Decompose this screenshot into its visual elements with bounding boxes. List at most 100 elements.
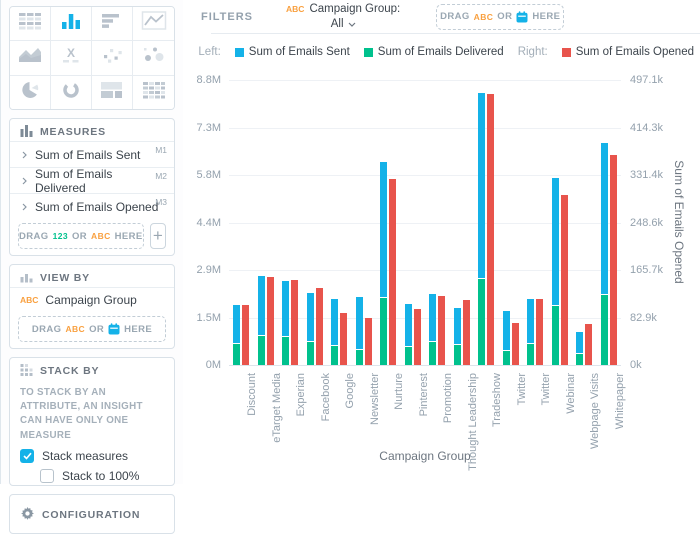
bar-opened[interactable] xyxy=(560,195,568,365)
legend-label: Sum of Emails Sent xyxy=(248,46,350,58)
vis-type-line-chart[interactable] xyxy=(133,7,174,42)
bar-opened[interactable] xyxy=(511,323,519,365)
vis-type-bubble-chart[interactable] xyxy=(133,41,174,76)
bar-opened[interactable] xyxy=(438,296,446,365)
bar-opened[interactable] xyxy=(487,94,495,365)
configuration-header[interactable]: CONFIGURATION xyxy=(10,495,174,527)
measure-item-opened[interactable]: Sum of Emails Opened M3 xyxy=(10,193,174,219)
vis-type-donut-chart[interactable] xyxy=(51,75,92,109)
bar-sent[interactable] xyxy=(551,178,559,305)
measures-icon xyxy=(20,124,33,140)
bar-sent[interactable] xyxy=(233,305,241,343)
x-axis-label: Newsletter xyxy=(368,373,381,425)
bar-opened[interactable] xyxy=(585,324,593,365)
bar-delivered[interactable] xyxy=(306,342,314,365)
bar-delivered[interactable] xyxy=(453,345,461,365)
bar-sent[interactable] xyxy=(331,299,339,345)
bar-opened[interactable] xyxy=(242,305,250,365)
measures-panel: MEASURES Sum of Emails Sent M1 Sum of Em… xyxy=(9,118,175,256)
bar-sent[interactable] xyxy=(306,293,314,341)
bar-opened[interactable] xyxy=(609,155,617,365)
bar-opened[interactable] xyxy=(315,288,323,365)
bar-sent[interactable] xyxy=(478,93,486,278)
x-axis-label: Google xyxy=(344,373,357,409)
bar-delivered[interactable] xyxy=(429,342,437,365)
stack-measures-option[interactable]: Stack measures xyxy=(10,445,174,465)
measure-item-sent[interactable]: Sum of Emails Sent M1 xyxy=(10,141,174,167)
vis-type-scatter-plot[interactable] xyxy=(92,41,133,76)
filters-drop-zone[interactable]: DRAG ABC OR HERE xyxy=(436,3,565,30)
bar-opened[interactable] xyxy=(340,313,348,365)
bar-delivered[interactable] xyxy=(331,346,339,365)
chevron-right-icon xyxy=(22,174,27,188)
right-axis-tick: 331.4k xyxy=(630,169,664,181)
bar-delivered[interactable] xyxy=(380,298,388,365)
bar-opened[interactable] xyxy=(413,309,421,365)
x-axis-label: Thought Leadership xyxy=(466,373,479,471)
measure-item-delivered[interactable]: Sum of Emails Delivered M2 xyxy=(10,167,174,195)
bar-sent[interactable] xyxy=(404,304,412,346)
bar-delivered[interactable] xyxy=(551,306,559,365)
stack-to-100-option[interactable]: Stack to 100% xyxy=(10,465,174,485)
bar-sent[interactable] xyxy=(453,308,461,344)
bar-delivered[interactable] xyxy=(478,279,486,365)
vis-type-area-chart[interactable] xyxy=(10,41,51,76)
bar-sent[interactable] xyxy=(355,297,363,349)
vis-type-table[interactable] xyxy=(10,7,51,42)
measures-drop-zone[interactable]: DRAG 123 OR ABC HERE xyxy=(18,223,144,249)
add-measure-button[interactable]: + xyxy=(149,223,166,249)
bar-sent[interactable] xyxy=(502,311,510,350)
bar-sent[interactable] xyxy=(282,281,290,336)
vis-type-bar-chart[interactable] xyxy=(92,7,133,42)
bar-sent[interactable] xyxy=(429,294,437,341)
gridline xyxy=(229,222,621,224)
heatmap-icon xyxy=(141,79,167,106)
bar-delivered[interactable] xyxy=(502,351,510,365)
legend-item[interactable]: Sum of Emails Opened xyxy=(561,46,694,58)
stack-measures-checkbox[interactable] xyxy=(20,448,34,463)
view-by-item-campaign-group[interactable]: ABC Campaign Group xyxy=(10,287,174,312)
bar-opened[interactable] xyxy=(462,300,470,365)
bar-delivered[interactable] xyxy=(282,337,290,365)
bar-delivered[interactable] xyxy=(233,344,241,365)
bar-sent[interactable] xyxy=(576,332,584,353)
vis-type-headline[interactable]: X xyxy=(51,41,92,76)
chevron-right-icon xyxy=(22,148,27,162)
bar-delivered[interactable] xyxy=(600,295,608,365)
drop-token: ABC xyxy=(65,324,86,334)
legend-label: Sum of Emails Opened xyxy=(575,46,694,58)
stack-to-100-label: Stack to 100% xyxy=(62,468,140,483)
bar-opened[interactable] xyxy=(291,280,299,365)
bar-delivered[interactable] xyxy=(527,344,535,365)
measure-label: Sum of Emails Opened xyxy=(35,199,159,214)
vis-type-pie-chart[interactable] xyxy=(10,75,51,109)
campaign-group-filter[interactable]: ABC Campaign Group: All xyxy=(286,2,400,32)
left-axis-tick: 0M xyxy=(205,359,221,371)
legend-item[interactable]: Sum of Emails Delivered xyxy=(363,46,504,58)
bar-delivered[interactable] xyxy=(576,354,584,365)
bar-sent[interactable] xyxy=(527,299,535,343)
vis-type-heatmap[interactable] xyxy=(133,75,174,109)
bar-opened[interactable] xyxy=(389,179,397,365)
bar-opened[interactable] xyxy=(364,318,372,365)
vis-type-column-chart[interactable] xyxy=(51,7,92,42)
bar-opened[interactable] xyxy=(266,277,274,365)
calendar-icon xyxy=(108,323,120,335)
column-chart: Campaign Group Sum of Emails Opened 0M 0k… xyxy=(183,0,700,484)
scatter-plot-icon xyxy=(99,44,125,71)
bar-sent[interactable] xyxy=(600,143,608,294)
bar-opened[interactable] xyxy=(536,299,544,365)
bar-delivered[interactable] xyxy=(355,350,363,365)
measures-title: MEASURES xyxy=(40,126,106,138)
vis-type-treemap[interactable] xyxy=(92,75,133,109)
bar-sent[interactable] xyxy=(257,276,265,335)
stack-to-100-checkbox[interactable] xyxy=(40,468,54,483)
legend-item[interactable]: Sum of Emails Sent xyxy=(234,46,350,58)
chart-legend: Left: Sum of Emails Sent Sum of Emails Del… xyxy=(183,46,700,58)
bar-delivered[interactable] xyxy=(257,336,265,365)
view-by-drop-zone[interactable]: DRAG ABC OR HERE xyxy=(18,316,166,342)
legend-swatch xyxy=(363,47,373,57)
bar-delivered[interactable] xyxy=(404,347,412,365)
x-axis-label: Nurture xyxy=(393,373,406,410)
bar-sent[interactable] xyxy=(380,162,388,297)
